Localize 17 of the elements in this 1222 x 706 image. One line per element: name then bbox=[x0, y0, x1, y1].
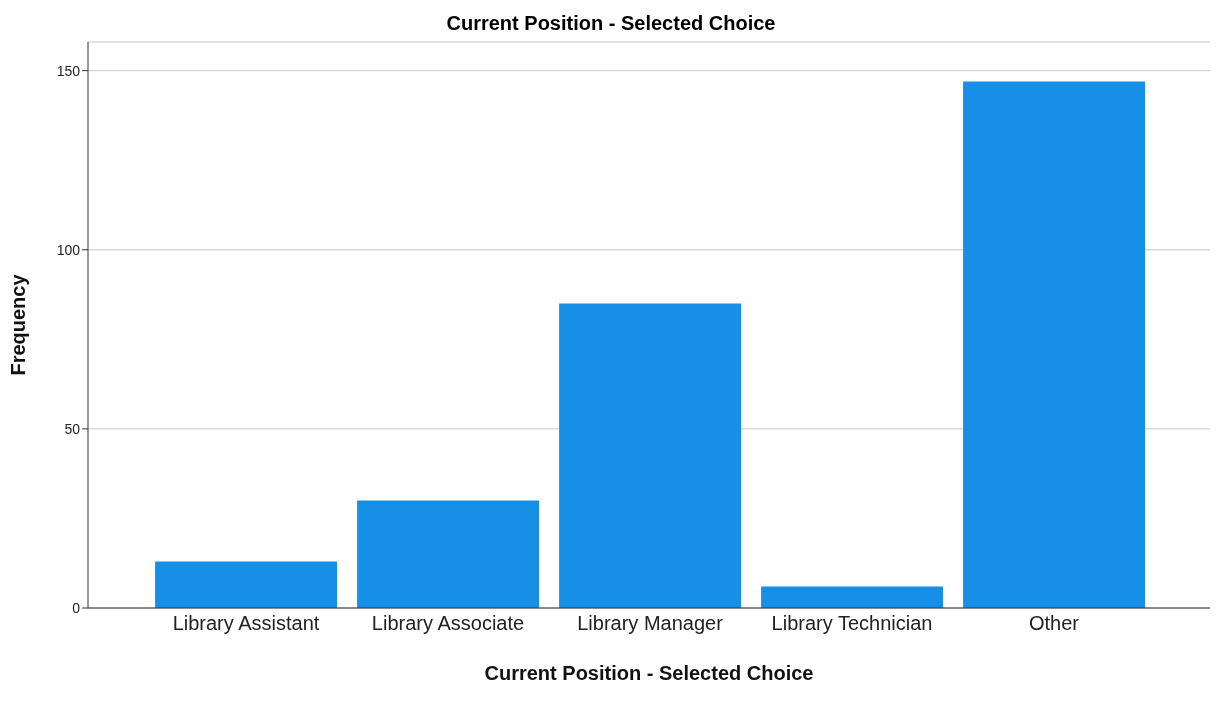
x-tick-label: Other bbox=[1028, 612, 1080, 635]
x-tick-label: Library Manager bbox=[577, 612, 724, 635]
x-tick-label: Library Technician bbox=[771, 612, 933, 635]
y-tick-label: 50 bbox=[64, 420, 81, 437]
bar bbox=[761, 586, 944, 608]
y-tick-label: 0 bbox=[72, 599, 81, 616]
y-axis-title: Frequency bbox=[7, 273, 30, 376]
bar bbox=[963, 81, 1146, 608]
bar bbox=[357, 500, 540, 608]
bar bbox=[559, 303, 742, 608]
x-tick-label: Library Associate bbox=[371, 612, 525, 635]
y-tick-label: 100 bbox=[56, 241, 81, 258]
x-axis-title: Current Position - Selected Choice bbox=[484, 662, 814, 684]
y-tick-label: 150 bbox=[56, 62, 81, 79]
bar bbox=[155, 561, 338, 608]
chart-title: Current Position - Selected Choice bbox=[445, 11, 777, 36]
x-tick-label: Library Assistant bbox=[172, 612, 320, 635]
